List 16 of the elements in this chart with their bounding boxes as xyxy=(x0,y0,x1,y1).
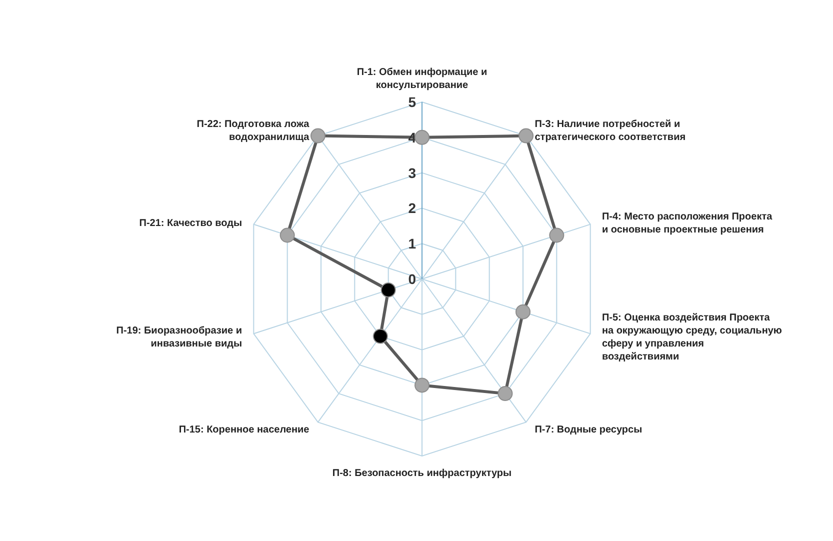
spoke-label: П-3: Наличие потребностей и стратегического соответствия xyxy=(534,118,686,143)
spoke-label: П-1: Обмен информацие и консультирование xyxy=(356,67,488,91)
spoke-label: П-4: Место расположения Проекта и основные проектные решения xyxy=(602,211,773,236)
y-tick-label: 3 xyxy=(408,164,416,181)
spoke-label: П-19: Биоразнообразие и инвазивные виды xyxy=(116,326,242,350)
spoke-label: П-15: Коренное население xyxy=(178,424,310,436)
y-tick-label: 4 xyxy=(408,129,416,146)
y-tick-label: 2 xyxy=(408,200,416,216)
y-tick-label: 1 xyxy=(408,236,416,252)
spoke-label: П-21: Качество воды xyxy=(139,218,242,229)
spoke-label: П-5: Оценка воздействия Проекта на окружающую среду, социальную сферу и управления воздействиями xyxy=(602,312,782,363)
spoke-label: П-22: Подготовка ложа водохранилища xyxy=(196,118,310,143)
spoke-label: П-8: Безопасность инфраструктуры xyxy=(332,468,512,479)
spoke-label: П-7: Водные ресурсы xyxy=(534,424,642,436)
y-tick-label: 5 xyxy=(408,94,416,110)
y-tick-label: 0 xyxy=(408,271,416,287)
